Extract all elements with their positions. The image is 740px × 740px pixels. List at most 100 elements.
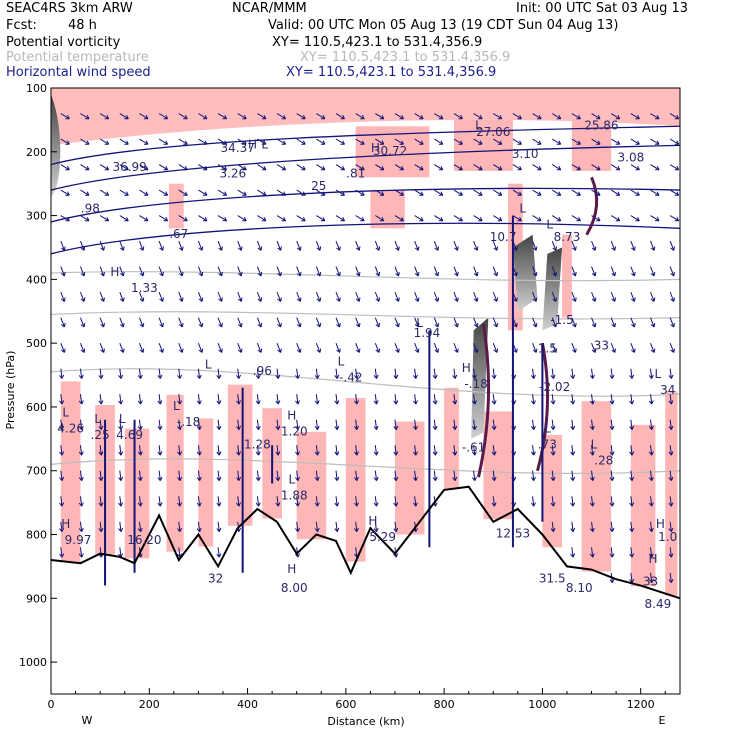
wind-vector xyxy=(335,394,338,405)
wind-vector xyxy=(315,521,319,532)
wind-arrowhead xyxy=(257,348,263,353)
pv-contour xyxy=(51,187,680,223)
wind-arrowhead xyxy=(530,400,536,405)
wind-vector xyxy=(650,470,653,481)
wind-vector xyxy=(571,189,581,196)
wind-arrowhead xyxy=(670,297,675,302)
contour-label: 1.88 xyxy=(281,488,308,502)
wind-arrowhead xyxy=(360,140,365,145)
wind-vector xyxy=(571,164,581,171)
wind-arrowhead xyxy=(98,451,104,456)
wind-arrowhead xyxy=(295,374,300,379)
wind-vector xyxy=(217,189,227,196)
wind-vector xyxy=(374,496,378,507)
wind-vector xyxy=(198,138,208,145)
valid-time: Valid: 00 UTC Mon 05 Aug 13 (19 CDT Sun … xyxy=(268,18,619,33)
wind-arrowhead xyxy=(277,246,282,251)
wind-arrowhead xyxy=(631,271,636,277)
wind-arrowhead xyxy=(218,246,223,251)
wind-vector xyxy=(315,317,321,328)
wind-arrowhead xyxy=(104,191,110,196)
wind-vector xyxy=(256,394,260,405)
wind-vector xyxy=(414,419,417,430)
wind-arrowhead xyxy=(60,297,66,302)
wind-arrowhead xyxy=(242,191,247,196)
wind-arrowhead xyxy=(301,114,306,120)
wind-arrowhead xyxy=(198,271,204,277)
wind-arrowhead xyxy=(157,476,163,481)
wind-arrowhead xyxy=(537,191,542,196)
wind-vector xyxy=(610,138,620,145)
wind-vector xyxy=(315,419,319,430)
wind-vector xyxy=(257,164,267,171)
wind-vector xyxy=(60,342,65,353)
wind-arrowhead xyxy=(648,451,654,456)
wind-vector xyxy=(217,496,220,507)
wind-vector xyxy=(316,215,326,222)
wind-arrowhead xyxy=(218,297,223,302)
center-marker: L xyxy=(338,354,345,368)
wind-arrowhead xyxy=(216,476,222,481)
wind-vector xyxy=(650,138,660,145)
wind-arrowhead xyxy=(591,246,597,251)
wind-arrowhead xyxy=(196,374,202,379)
wind-arrowhead xyxy=(177,374,183,379)
wind-vector xyxy=(492,496,495,507)
wind-vector xyxy=(119,317,124,328)
wind-vector xyxy=(315,266,321,277)
wind-vector xyxy=(453,342,459,353)
wind-arrowhead xyxy=(222,217,228,222)
wind-vector xyxy=(414,164,424,171)
wind-arrowhead xyxy=(281,140,287,145)
wind-arrowhead xyxy=(589,502,595,507)
wind-vector xyxy=(257,113,267,120)
wind-vector xyxy=(394,113,404,120)
wind-vector xyxy=(178,240,183,251)
wind-vector xyxy=(473,266,478,277)
wind-vector xyxy=(630,189,640,196)
wind-arrowhead xyxy=(261,114,267,120)
wind-arrowhead xyxy=(336,348,341,353)
wind-arrowhead xyxy=(183,217,188,222)
wind-vector xyxy=(551,419,554,430)
wind-arrowhead xyxy=(196,425,202,430)
wind-arrowhead xyxy=(281,165,287,171)
wind-vector xyxy=(591,496,594,507)
wind-arrowhead xyxy=(360,165,365,171)
wind-vector xyxy=(551,189,562,196)
wind-vector xyxy=(139,189,149,196)
wind-vector xyxy=(237,215,247,222)
wind-vector xyxy=(394,164,404,171)
wind-vector xyxy=(197,419,201,430)
pv-shading xyxy=(453,119,513,171)
wind-arrowhead xyxy=(497,191,503,196)
wind-arrowhead xyxy=(222,165,228,171)
wind-arrowhead xyxy=(611,246,616,251)
wind-vector xyxy=(532,419,535,430)
wind-arrowhead xyxy=(314,374,320,379)
wind-arrowhead xyxy=(414,348,420,353)
wind-vector xyxy=(138,291,144,302)
wind-vector xyxy=(158,496,161,507)
wind-vector xyxy=(296,470,299,481)
wind-arrowhead xyxy=(355,322,361,328)
wind-vector xyxy=(355,240,360,251)
wind-arrowhead xyxy=(355,348,361,353)
wind-arrowhead xyxy=(635,140,640,145)
wind-vector xyxy=(571,291,576,302)
wind-arrowhead xyxy=(393,400,399,405)
wind-vector xyxy=(571,521,574,532)
wind-vector xyxy=(296,317,301,328)
wind-vector xyxy=(551,138,562,145)
wind-vector xyxy=(296,342,301,353)
wind-vector xyxy=(178,215,188,222)
wind-arrowhead xyxy=(412,451,418,456)
wind-vector xyxy=(453,138,463,145)
wind-arrowhead xyxy=(373,425,379,430)
wind-vector xyxy=(493,215,503,222)
wind-arrowhead xyxy=(78,400,84,405)
wind-arrowhead xyxy=(379,217,385,222)
wind-vector xyxy=(60,240,65,251)
wind-vector xyxy=(473,164,483,171)
